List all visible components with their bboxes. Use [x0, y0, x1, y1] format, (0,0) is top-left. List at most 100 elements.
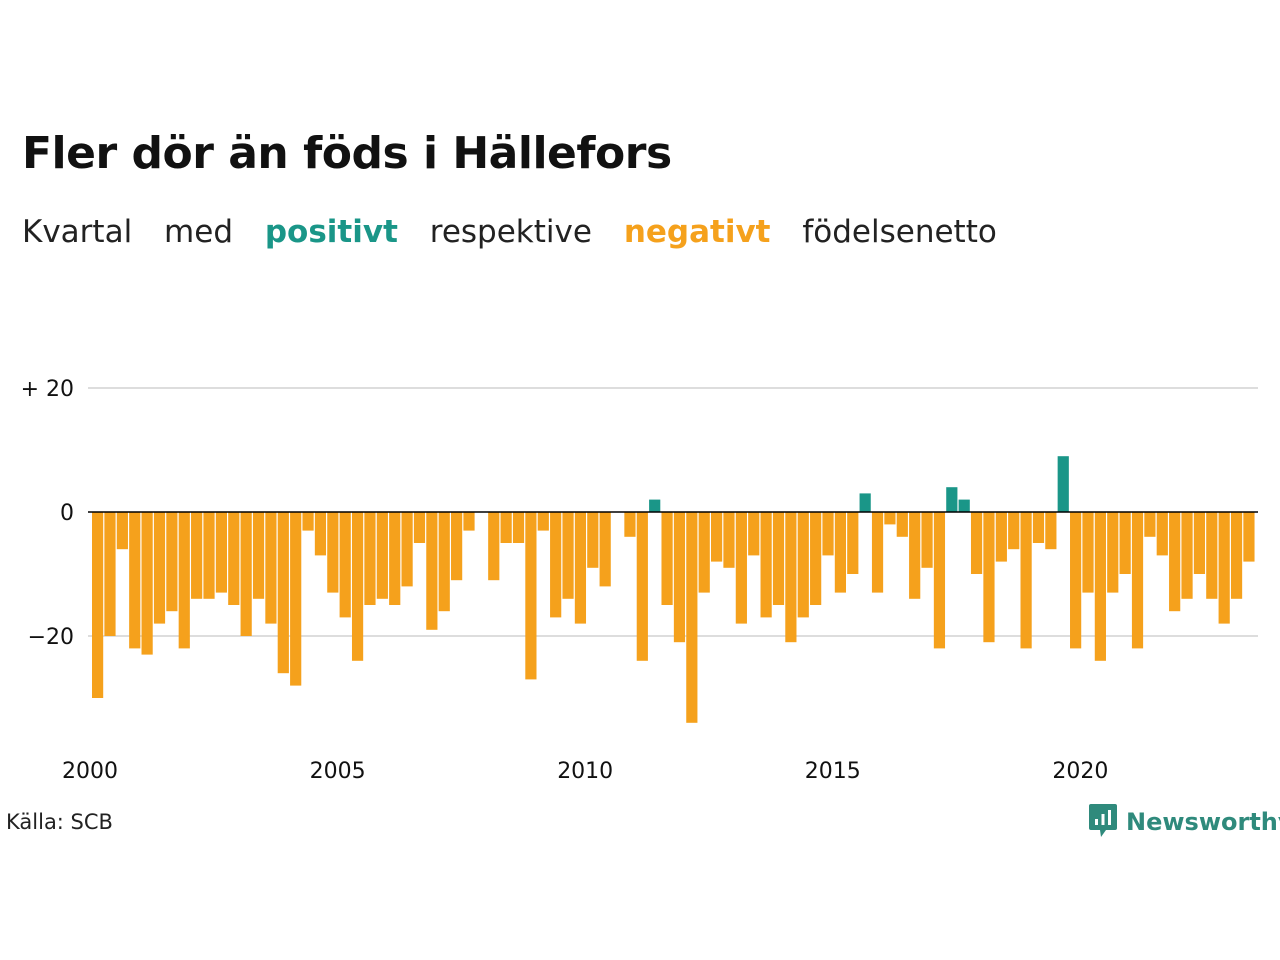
bar-negative: [834, 512, 846, 593]
bar-negative: [785, 512, 797, 643]
x-tick-label: 2005: [310, 759, 366, 784]
bar-negative: [314, 512, 327, 556]
bar-negative: [1020, 512, 1032, 649]
y-tick-label: 0: [60, 501, 74, 526]
bar-negative: [909, 512, 921, 599]
bar-negative: [401, 512, 413, 587]
x-tick-label: 2000: [62, 759, 118, 784]
bar-negative: [215, 512, 227, 593]
bar-negative: [822, 512, 834, 556]
y-axis-labels: + 20 0 −20: [21, 377, 74, 650]
bar-negative: [624, 512, 636, 537]
bar-negative: [1032, 512, 1045, 543]
bar-negative: [574, 512, 587, 624]
bar-negative: [1008, 512, 1020, 550]
bar-negative: [228, 512, 240, 605]
bar-negative: [970, 512, 983, 574]
bar-negative: [760, 512, 772, 618]
bar-negative: [995, 512, 1007, 562]
bar-negative: [351, 512, 364, 661]
bar-negative: [265, 512, 277, 624]
bar-negative: [1169, 512, 1181, 612]
subtitle-text-4: födelsenetto: [802, 214, 997, 250]
bar-negative: [500, 512, 512, 543]
bar-negative: [178, 512, 190, 649]
bar-negative: [810, 512, 822, 605]
bar-negative: [339, 512, 351, 618]
bar-negative: [661, 512, 673, 605]
bar-negative: [797, 512, 809, 618]
x-tick-label: 2020: [1052, 759, 1108, 784]
bar-negative: [871, 512, 884, 593]
y-tick-label: −20: [28, 625, 74, 650]
bar-positive: [649, 499, 661, 512]
bar-negative: [1193, 512, 1206, 574]
bar-negative: [884, 512, 896, 525]
bar-negative: [562, 512, 574, 599]
bar-negative: [525, 512, 537, 680]
bar-negative: [488, 512, 500, 581]
bar-negative: [1218, 512, 1230, 624]
newsworthy-logo-icon: [1088, 802, 1118, 842]
bar-negative: [413, 512, 426, 543]
bar-positive: [859, 493, 871, 512]
bar-negative: [327, 512, 339, 593]
bar-negative: [1206, 512, 1218, 599]
bar-negative: [636, 512, 648, 661]
bar-negative: [686, 512, 698, 723]
subtitle-text-3: respektive: [429, 214, 592, 250]
subtitle-text-1: Kvartal: [22, 214, 133, 250]
bar-negative: [673, 512, 686, 643]
bar-negative: [1181, 512, 1193, 599]
x-axis-labels: 2000 2005 2010 2015 2020: [62, 759, 1108, 784]
bar-negative: [512, 512, 525, 543]
bar-negative: [141, 512, 153, 655]
bar-negative: [1045, 512, 1057, 550]
brand-name: Newsworthy: [1126, 808, 1280, 836]
x-tick-label: 2015: [805, 759, 861, 784]
bar-negative: [1070, 512, 1082, 649]
bar-positive: [958, 499, 970, 512]
bar-negative: [772, 512, 785, 605]
subtitle-text-2: med: [164, 214, 233, 250]
bars: [92, 456, 1255, 723]
bar-negative: [587, 512, 599, 568]
subtitle-positive-label: positivt: [264, 214, 398, 250]
bar-negative: [735, 512, 747, 624]
bar-negative: [711, 512, 723, 562]
bar-negative: [451, 512, 463, 581]
brand-logo: Newsworthy: [1088, 802, 1280, 842]
bar-negative: [290, 512, 302, 686]
bar-negative: [302, 512, 314, 531]
bar-negative: [364, 512, 376, 605]
bar-negative: [896, 512, 908, 537]
bar-negative: [191, 512, 203, 599]
bar-negative: [426, 512, 438, 630]
bar-negative: [1119, 512, 1131, 574]
bar-negative: [537, 512, 549, 531]
bar-negative: [252, 512, 265, 599]
bar-negative: [1243, 512, 1255, 562]
bar-negative: [277, 512, 289, 674]
bar-negative: [438, 512, 450, 612]
bar-negative: [166, 512, 178, 612]
bar-negative: [723, 512, 735, 568]
bar-negative: [129, 512, 141, 649]
bar-negative: [203, 512, 215, 599]
bar-negative: [933, 512, 946, 649]
bar-negative: [92, 512, 104, 698]
bar-negative: [153, 512, 166, 624]
bar-negative: [1144, 512, 1156, 537]
bar-negative: [116, 512, 128, 550]
bar-negative: [389, 512, 401, 605]
x-tick-label: 2010: [557, 759, 613, 784]
bar-negative: [1107, 512, 1119, 593]
bar-negative: [240, 512, 252, 636]
source-note: Källa: SCB: [6, 810, 113, 834]
bar-negative: [1082, 512, 1094, 593]
bar-negative: [1131, 512, 1144, 649]
bar-negative: [104, 512, 116, 636]
bar-negative: [983, 512, 995, 643]
bar-negative: [748, 512, 760, 556]
chart-title: Fler dör än föds i Hällefors: [22, 128, 672, 179]
